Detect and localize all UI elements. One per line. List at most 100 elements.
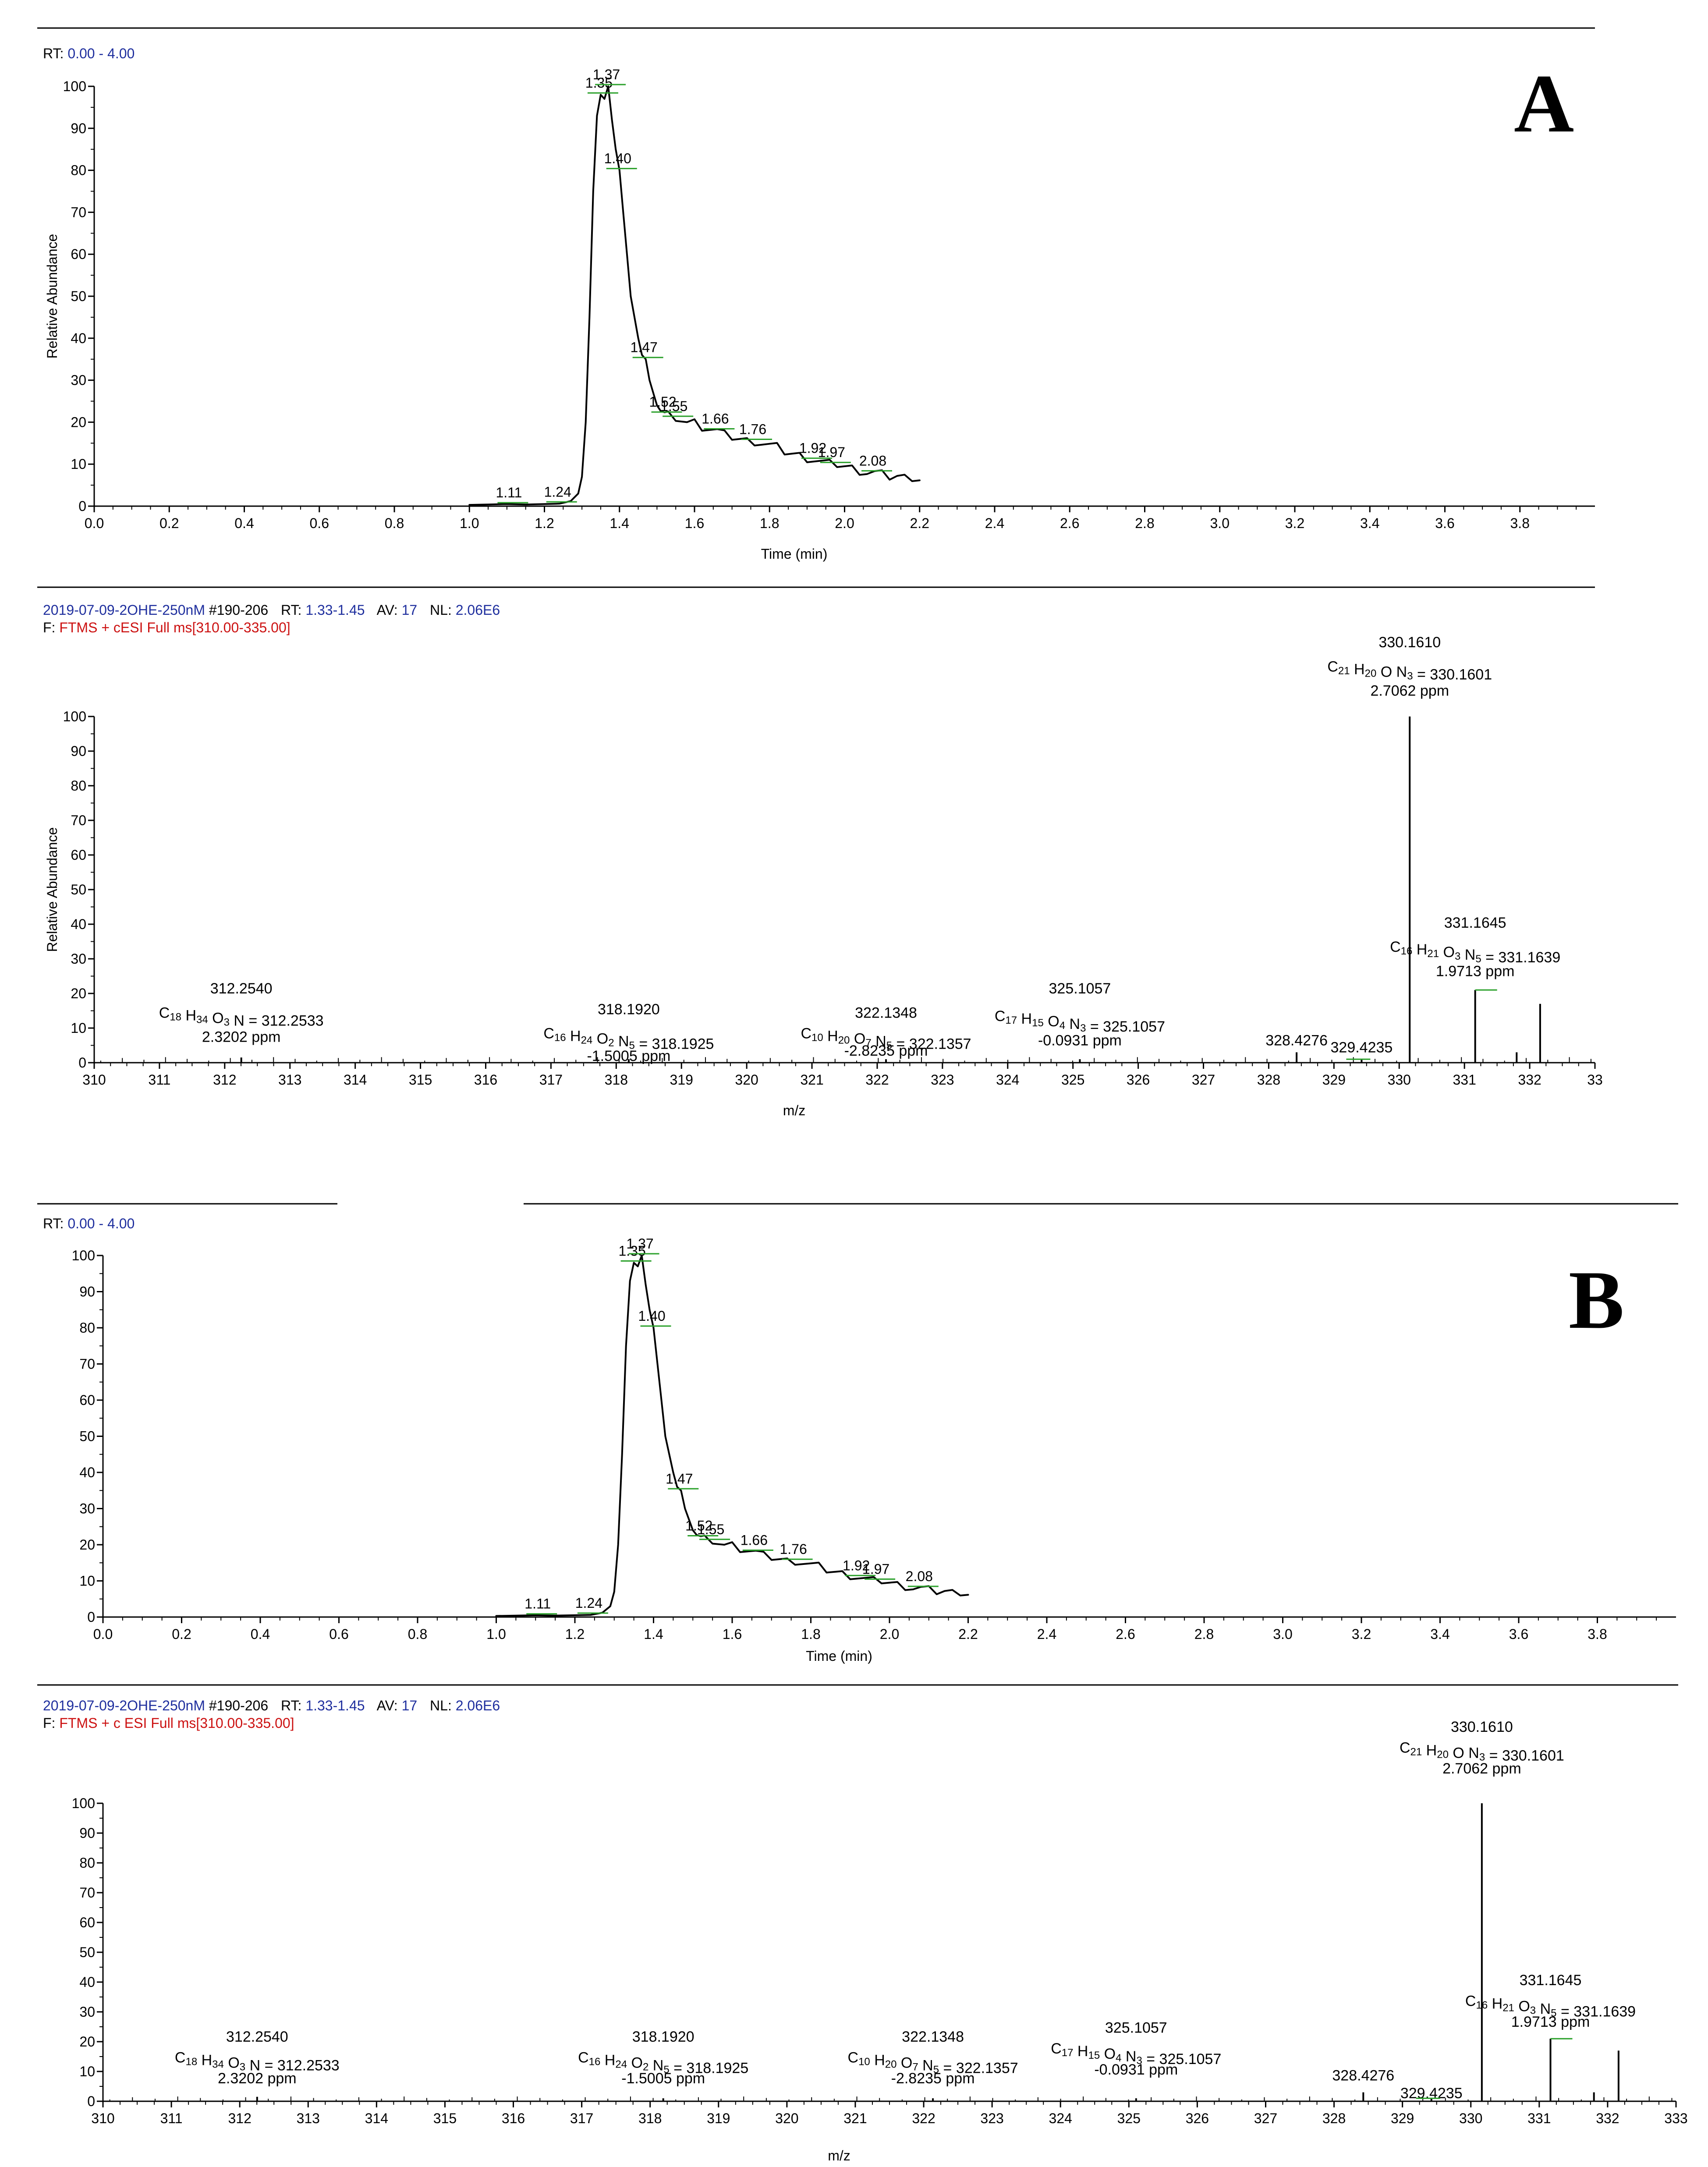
x-tick-label: 331 [1453, 1072, 1476, 1088]
y-axis-title: Relative Abundance [44, 827, 60, 952]
y-tick-label: 70 [71, 204, 86, 220]
formula-label: C18 H34 O3 N = 312.2533 [175, 2050, 340, 2074]
peak-label: 1.35 [585, 75, 613, 91]
filter-text: FTMS + cESI Full ms[310.00-335.00] [59, 620, 290, 635]
y-tick-label: 20 [71, 986, 86, 1001]
peak-annotation: 330.1610 [1451, 1719, 1513, 1735]
y-tick-label: 10 [71, 1020, 86, 1036]
peak-label: 1.92 [843, 1557, 870, 1573]
peak-label: 1.97 [862, 1561, 889, 1577]
x-tick-label: 313 [297, 2110, 320, 2126]
peak-annotation: 2.7062 ppm [1442, 1760, 1521, 1777]
x-tick-label: 3.4 [1430, 1626, 1449, 1642]
spectrum-header: 2019-07-09-2OHE-250nM #190-206 RT: 1.33-… [43, 1698, 500, 1713]
peak-annotation: 2.7062 ppm [1370, 683, 1449, 699]
peak-label: 1.52 [685, 1518, 712, 1534]
x-tick-label: 330 [1459, 2110, 1482, 2126]
y-tick-label: 50 [71, 882, 86, 897]
spectrum-header: 2019-07-09-2OHE-250nM #190-206 RT: 1.33-… [43, 602, 500, 618]
x-tick-label: 332 [1518, 1072, 1541, 1088]
x-tick-label: 326 [1186, 2110, 1209, 2126]
x-axis-title: m/z [783, 1103, 806, 1118]
x-tick-label: 317 [570, 2110, 593, 2126]
x-tick-label: 316 [474, 1072, 497, 1088]
y-tick-label: 60 [79, 1392, 95, 1408]
y-tick-label: 10 [79, 2064, 95, 2079]
y-tick-label: 10 [79, 1573, 95, 1589]
y-tick-label: 20 [79, 2034, 95, 2050]
peak-label: 1.76 [739, 422, 766, 437]
x-tick-label: 326 [1127, 1072, 1150, 1088]
x-tick-label: 3.2 [1352, 1626, 1371, 1642]
y-axis-title: Relative Abundance [44, 234, 60, 359]
mass-spectrum-a: 0 10 20 30 40 50 60 70 80 90 100 310 311 312 313 314 315… [44, 634, 1603, 1118]
x-tick-label: 319 [707, 2110, 730, 2126]
x-tick-label: 311 [148, 1072, 170, 1088]
peak-label: 1.11 [524, 1596, 551, 1612]
x-tick-label: 329 [1391, 2110, 1414, 2126]
x-tick-label: 1.2 [565, 1626, 585, 1642]
x-tick-label: 3.6 [1509, 1626, 1528, 1642]
y-tick-label: 30 [79, 2004, 95, 2020]
x-tick-label: 323 [931, 1072, 954, 1088]
mass-spectrum-b: 0 10 20 30 40 50 60 70 80 90 100 310 311 312 313 314 315… [72, 1719, 1688, 2163]
x-tick-label: 2.8 [1194, 1626, 1214, 1642]
formula-label: C16 H24 O2 N5 = 318.1925 [543, 1025, 714, 1053]
x-tick-label: 318 [605, 1072, 628, 1088]
x-tick-label: 325 [1117, 2110, 1141, 2126]
peak-annotation: -1.5005 ppm [587, 1048, 670, 1064]
x-tick-label: 314 [365, 2110, 388, 2126]
y-tick-label: 40 [79, 1974, 95, 1990]
peak-annotation: -2.8235 ppm [844, 1043, 928, 1059]
peak-label: 1.66 [702, 411, 729, 427]
x-axis-title: m/z [828, 2148, 850, 2163]
peak-annotation: 322.1348 [902, 2029, 964, 2045]
formula-label: C10 H20 O7 N5 = 322.1357 [848, 2050, 1018, 2077]
x-axis-title: Time (min) [761, 546, 828, 562]
x-tick-label: 1.0 [486, 1626, 506, 1642]
x-tick-label: 330 [1388, 1072, 1411, 1088]
x-tick-label: 332 [1596, 2110, 1619, 2126]
x-tick-label: 316 [502, 2110, 525, 2126]
x-tick-label: 3.8 [1588, 1626, 1607, 1642]
chromatogram-b: 0 10 20 30 40 50 60 70 80 90 100 0.0 0.2 0.4 0.6 0.8 1.0… [72, 1236, 1676, 1664]
y-tick-label: 60 [79, 1915, 95, 1930]
y-tick-label: 80 [71, 163, 86, 178]
av-value: 17 [402, 602, 418, 618]
x-tick-label: 3.2 [1285, 515, 1304, 531]
x-tick-label: 328 [1322, 2110, 1346, 2126]
formula-label: C21 H20 O N3 = 330.1601 [1327, 658, 1492, 683]
rt-value: 1.33-1.45 [305, 1698, 365, 1713]
x-tick-label: 314 [344, 1072, 367, 1088]
sample-id: 2019-07-09-2OHE-250nM [43, 602, 205, 618]
x-tick-label: 310 [91, 2110, 114, 2126]
x-tick-label: 0.8 [408, 1626, 427, 1642]
x-tick-label: 3.0 [1210, 515, 1230, 531]
panel-letter-b: B [1569, 1254, 1624, 1346]
y-tick-label: 100 [72, 1248, 95, 1263]
rt-label: RT: [43, 46, 67, 61]
peak-annotation: -0.0931 ppm [1094, 2061, 1178, 2078]
y-tick-label: 70 [79, 1885, 95, 1901]
peak-label: 1.37 [593, 67, 620, 82]
peak-annotation: 329.4235 [1331, 1039, 1393, 1056]
scan-range: #190-206 [209, 1698, 268, 1713]
filter-line: F: FTMS + cESI Full ms[310.00-335.00] [43, 620, 291, 635]
x-tick-label: 333 [1664, 2110, 1687, 2126]
x-tick-label: 322 [865, 1072, 889, 1088]
peak-annotation: 318.1920 [598, 1001, 660, 1018]
formula-label: C10 H20 O7 N5 = 322.1357 [801, 1025, 971, 1053]
nl-label: NL: [430, 1698, 452, 1713]
x-tick-label: 2.2 [910, 515, 929, 531]
rt-value: 1.33-1.45 [305, 602, 365, 618]
peak-label: 2.08 [906, 1568, 933, 1584]
nl-label: NL: [430, 602, 452, 618]
chromatogram-a: 0 10 20 30 40 50 60 70 80 90 100 0.0 0.2 0.4 0.6 0.8 1.0… [44, 67, 1595, 562]
x-tick-label: 325 [1061, 1072, 1084, 1088]
peak-annotation: 312.2540 [226, 2029, 288, 2045]
x-tick-label: 2.4 [1037, 1626, 1056, 1642]
peak-label: 1.11 [496, 485, 522, 500]
x-tick-label: 0.0 [93, 1626, 113, 1642]
y-tick-label: 80 [79, 1320, 95, 1336]
